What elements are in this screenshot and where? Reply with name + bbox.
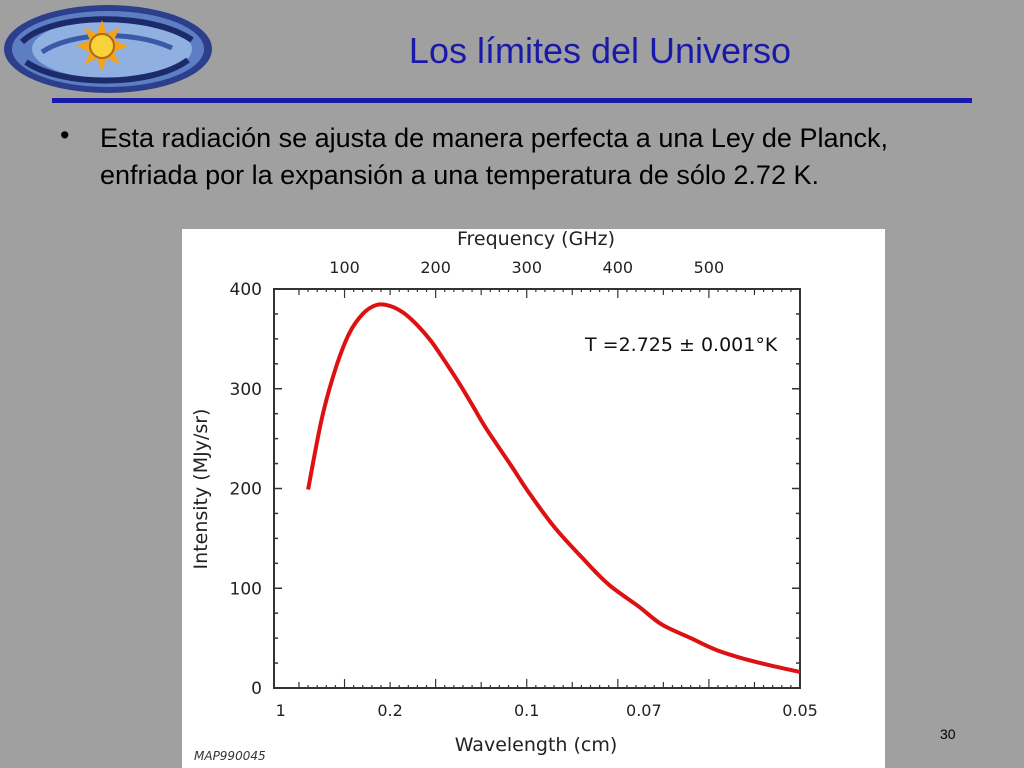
top-axis-label: Frequency (GHz) (457, 229, 615, 250)
y-tick-labels: 0 100 200 300 400 (230, 280, 262, 699)
x-tick-label: 0.07 (626, 701, 662, 720)
y-tick-label: 0 (251, 679, 262, 699)
top-tick-labels: 100 200 300 400 500 (329, 258, 724, 277)
y-tick-label: 200 (230, 480, 262, 500)
title-underline (52, 98, 972, 103)
x-tick-labels: 1 0.2 0.1 0.07 0.05 (276, 701, 818, 720)
x-axis-label: Wavelength (cm) (455, 734, 618, 756)
x-tick-label: 1 (276, 701, 286, 720)
y-axis-label: Intensity (MJy/sr) (190, 409, 212, 570)
top-tick-label: 200 (420, 258, 451, 277)
y-tick-label: 100 (230, 579, 262, 599)
figure-id: MAP990045 (194, 749, 266, 763)
top-tick-label: 300 (511, 258, 542, 277)
top-tick-label: 500 (694, 258, 725, 277)
bullet-text: Esta radiación se ajusta de manera perfe… (100, 123, 888, 190)
axis-ticks (274, 288, 801, 689)
bullet-marker: • (60, 120, 70, 150)
page-number: 30 (940, 726, 956, 742)
chart-svg: Frequency (GHz) 100 200 300 400 500 1 0.2 0.1 0… (190, 229, 818, 763)
x-tick-label: 0.2 (377, 701, 402, 720)
galaxy-sun-logo (2, 2, 214, 96)
top-tick-label: 100 (329, 258, 360, 277)
top-tick-label: 400 (603, 258, 634, 277)
cmb-spectrum-chart: Frequency (GHz) 100 200 300 400 500 1 0.2 0.1 0… (182, 229, 885, 768)
x-tick-label: 0.1 (514, 701, 539, 720)
temperature-annotation: T =2.725 ± 0.001°K (584, 334, 778, 356)
slide-title: Los límites del Universo (408, 30, 792, 71)
planck-curve (306, 302, 801, 674)
y-tick-label: 300 (230, 380, 262, 400)
y-tick-label: 400 (230, 280, 262, 300)
x-tick-label: 0.05 (782, 701, 818, 720)
